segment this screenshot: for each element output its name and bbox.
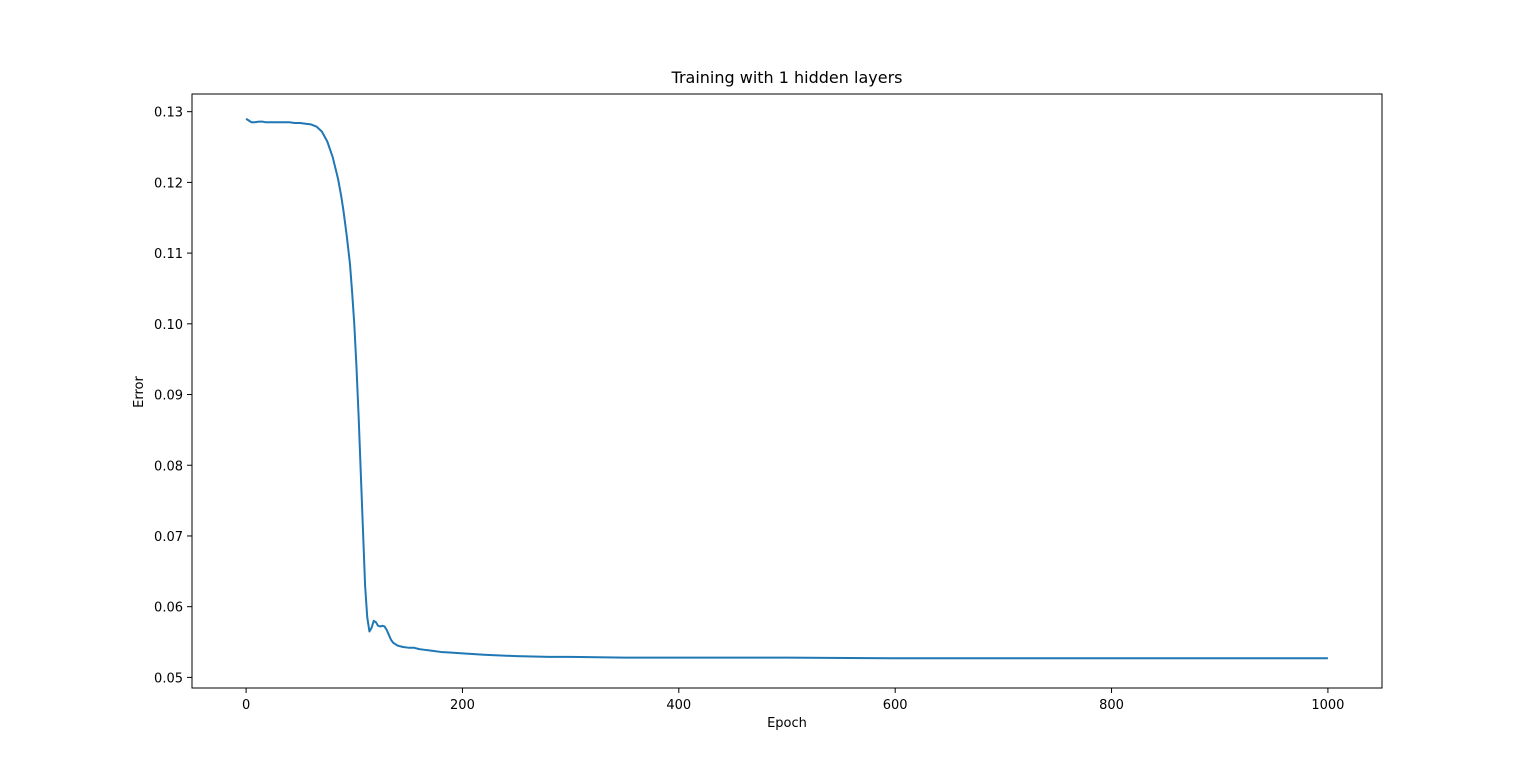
x-tick-label: 200 (450, 698, 475, 713)
y-tick-label: 0.07 (154, 530, 183, 545)
y-tick-label: 0.08 (154, 459, 183, 474)
plot-area (245, 117, 1328, 660)
y-tick-label: 0.05 (154, 671, 183, 686)
y-tick-label: 0.06 (154, 601, 183, 616)
y-tick-label: 0.10 (154, 318, 183, 333)
chart-title: Training with 1 hidden layers (671, 68, 903, 87)
y-axis-title: Error (132, 376, 147, 408)
series-line (245, 117, 1328, 660)
y-tick-label: 0.12 (154, 176, 183, 191)
y-tick-label: 0.13 (154, 106, 183, 121)
x-axis-title: Epoch (767, 716, 807, 731)
x-axis: 0 200 400 600 800 1000 (242, 688, 1344, 713)
axes-frame (191, 93, 1383, 689)
y-tick-label: 0.11 (154, 247, 183, 262)
y-axis: 0.05 0.06 0.07 0.08 0.09 0.10 0.11 0.12 0.13 (154, 106, 192, 686)
x-tick-label: 0 (242, 698, 250, 713)
x-tick-label: 600 (883, 698, 908, 713)
y-tick-label: 0.09 (154, 389, 183, 404)
x-tick-label: 400 (666, 698, 691, 713)
x-tick-label: 1000 (1311, 698, 1344, 713)
x-tick-label: 800 (1099, 698, 1124, 713)
